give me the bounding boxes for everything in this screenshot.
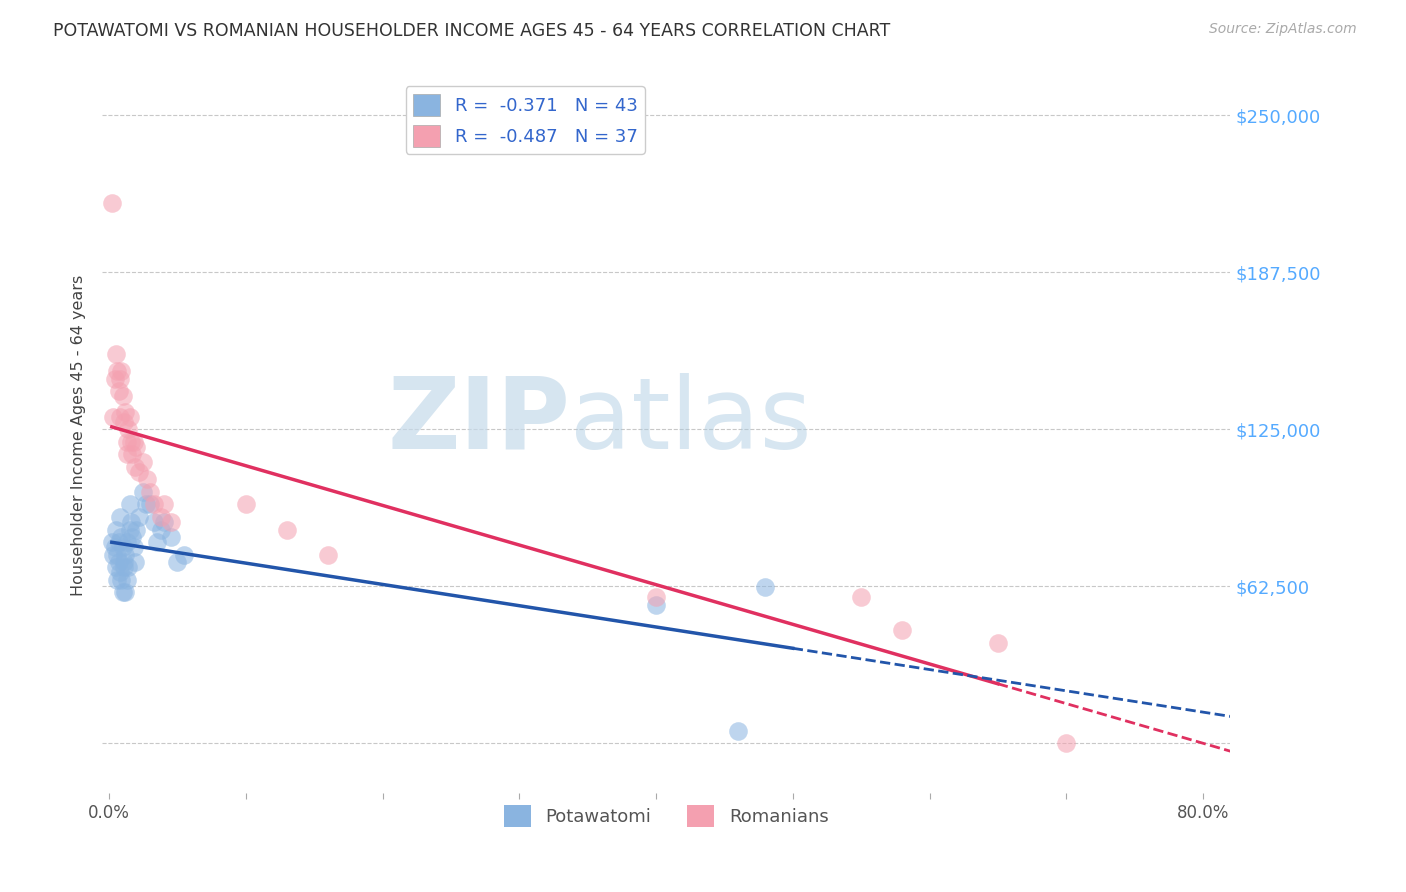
Point [110,530,132,544]
Point [166,555,188,569]
Point [128,510,150,524]
Point [108,510,131,524]
Point [159,530,181,544]
Point [276,523,298,537]
Point [122,540,145,554]
Point [101,535,124,549]
Point [118,523,141,537]
Point [117,560,139,574]
Point [107,555,129,569]
Point [103,540,125,554]
Point [105,573,128,587]
Point [124,459,146,474]
Point [105,548,128,562]
Point [132,455,155,469]
Point [124,555,146,569]
Point [104,347,127,361]
Point [849,591,872,605]
Point [146,535,169,549]
Point [108,566,131,580]
Point [115,434,138,449]
Point [645,591,668,605]
Point [108,372,131,386]
Text: ZIP: ZIP [388,373,571,469]
Point [107,535,129,549]
Point [115,447,138,461]
Point [114,404,136,418]
Point [316,548,339,562]
Point [143,515,166,529]
Point [107,384,129,399]
Point [891,623,914,637]
Point [103,372,125,386]
Point [987,635,1010,649]
Point [118,409,141,424]
Point [121,447,143,461]
Point [101,548,124,562]
Point [152,498,174,512]
Point [111,389,134,403]
Point [754,580,776,594]
Point [104,523,127,537]
Point [139,484,162,499]
Point [159,515,181,529]
Point [110,364,132,378]
Point [120,434,142,449]
Point [112,415,135,429]
Point [104,560,127,574]
Text: Source: ZipAtlas.com: Source: ZipAtlas.com [1209,22,1357,37]
Point [101,409,124,424]
Point [121,530,143,544]
Point [112,560,135,574]
Point [132,484,155,499]
Point [115,535,138,549]
Point [118,498,141,512]
Point [108,409,131,424]
Point [235,498,257,512]
Point [152,515,174,529]
Point [139,498,162,512]
Point [125,440,148,454]
Text: atlas: atlas [571,373,813,469]
Point [135,498,157,512]
Point [645,598,668,612]
Point [150,523,173,537]
Point [112,555,135,569]
Text: POTAWATOMI VS ROMANIAN HOUSEHOLDER INCOME AGES 45 - 64 YEARS CORRELATION CHART: POTAWATOMI VS ROMANIAN HOUSEHOLDER INCOM… [53,22,890,40]
Point [114,585,136,599]
Point [136,472,159,486]
Point [114,548,136,562]
Y-axis label: Householder Income Ages 45 - 64 years: Householder Income Ages 45 - 64 years [72,275,86,596]
Point [727,723,749,738]
Legend: Potawatomi, Romanians: Potawatomi, Romanians [496,798,837,834]
Point [128,465,150,479]
Point [120,515,142,529]
Point [105,364,128,378]
Point [143,498,166,512]
Point [101,196,124,211]
Point [122,434,145,449]
Point [111,585,134,599]
Point [115,573,138,587]
Point [125,523,148,537]
Point [110,573,132,587]
Point [111,540,134,554]
Point [1054,736,1077,750]
Point [117,422,139,436]
Point [150,510,173,524]
Point [173,548,195,562]
